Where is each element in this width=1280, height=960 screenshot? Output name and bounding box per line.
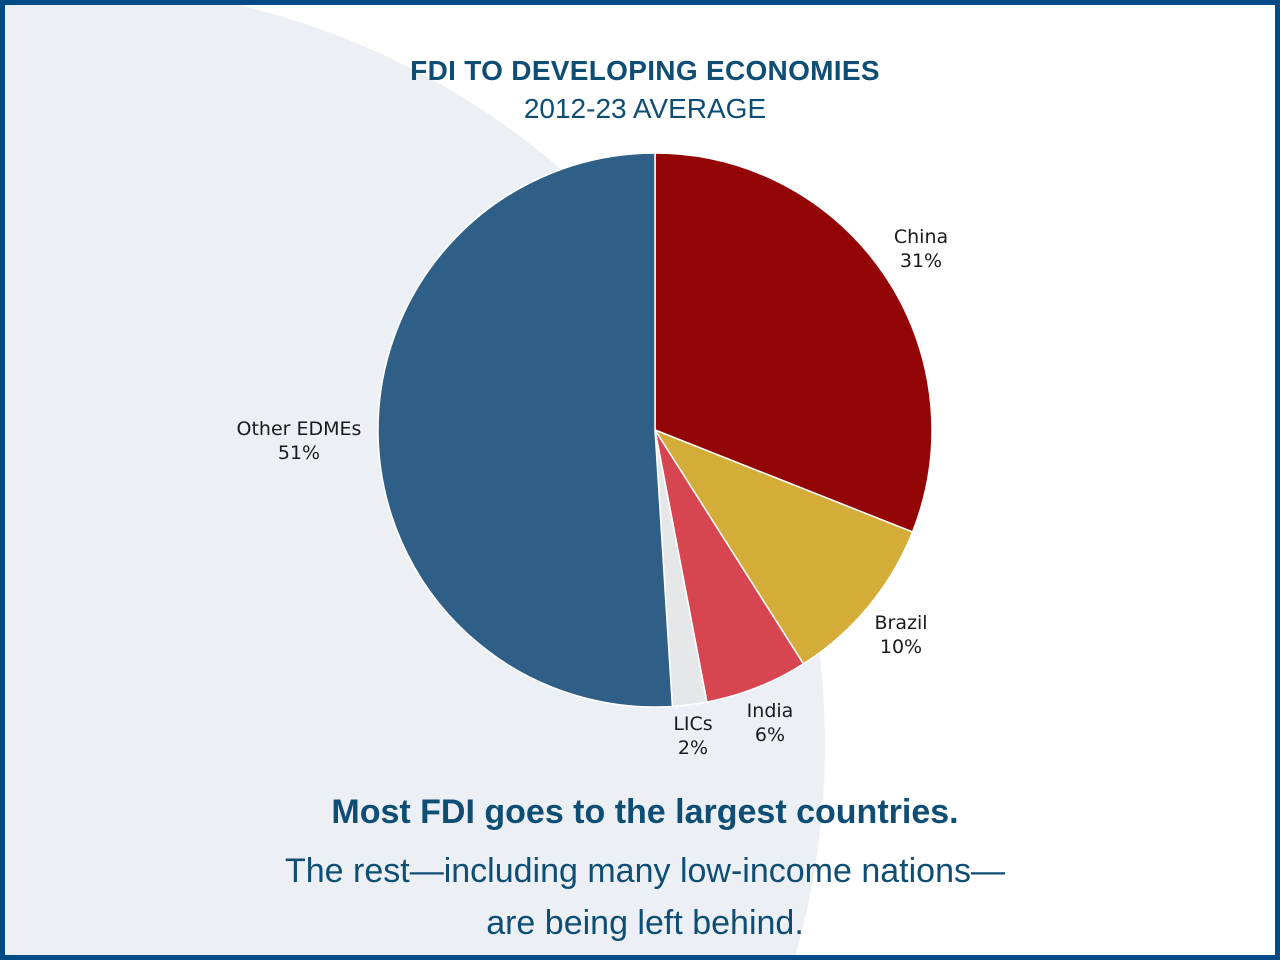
caption-body: The rest—including many low-income natio…: [5, 845, 1275, 949]
label-lics: LICs 2%: [673, 713, 713, 759]
caption-line-2: are being left behind.: [486, 904, 804, 942]
label-china: China 31%: [893, 226, 949, 272]
caption-headline: Most FDI goes to the largest countries.: [331, 793, 959, 831]
pie-chart: [377, 152, 933, 708]
label-other-edmes: Other EDMEs 51%: [236, 418, 362, 464]
chart-subtitle: 2012-23 AVERAGE: [523, 93, 767, 124]
caption-line-1: The rest—including many low-income natio…: [285, 852, 1005, 890]
pie-slice-other-edmes: [377, 152, 674, 708]
label-brazil: Brazil 10%: [874, 612, 928, 658]
pie-slice-china: [654, 152, 933, 533]
label-india: India 6%: [746, 700, 794, 746]
chart-title: FDI TO DEVELOPING ECONOMIES: [410, 55, 880, 86]
pie-slice-brazil: [653, 428, 914, 665]
